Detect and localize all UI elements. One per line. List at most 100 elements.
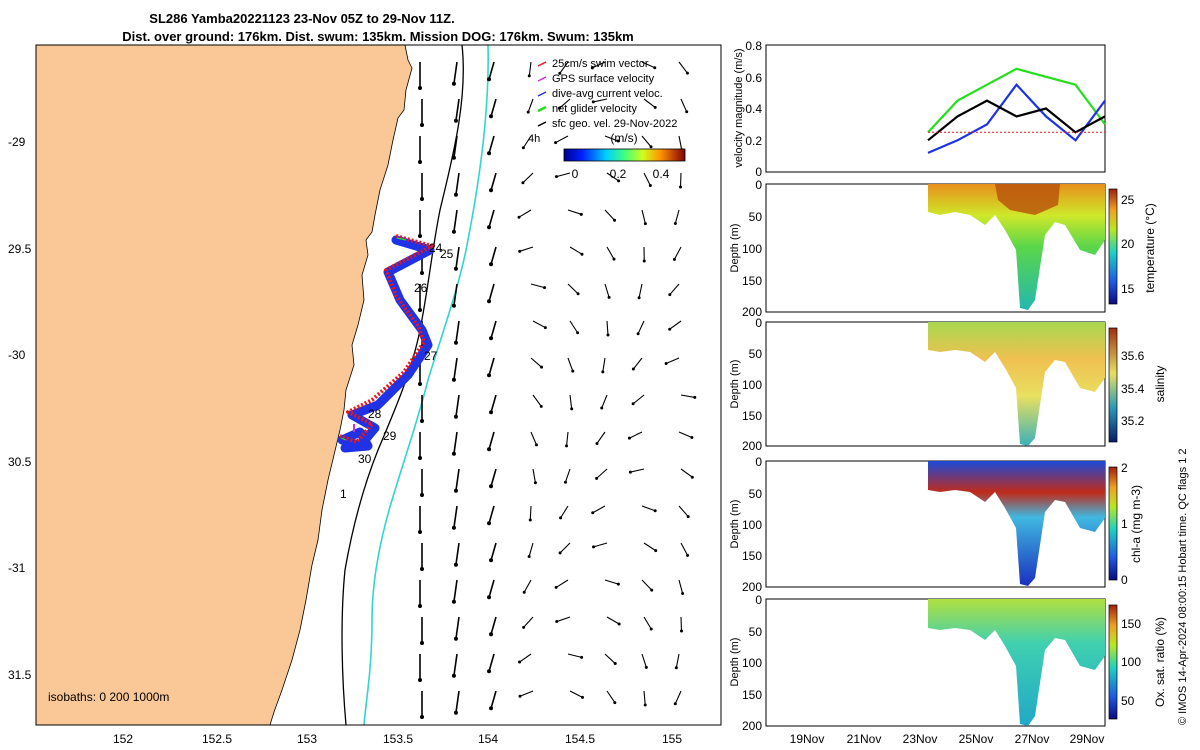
oxygen-panel: 0 50 100 150 200 Depth (m) 50 100 150 Ox… — [729, 593, 1167, 733]
current-vector — [532, 394, 542, 407]
sal-cbar-tick: 35.4 — [1121, 382, 1145, 396]
time-axis: 19Nov 21Nov 23Nov 25Nov 27Nov 29Nov — [790, 732, 1105, 746]
current-vector-head — [617, 179, 621, 183]
current-vector-head — [612, 257, 616, 261]
current-vector-head — [554, 175, 558, 179]
current-vector-head — [522, 590, 526, 594]
current-vector-head — [453, 636, 458, 641]
vel-ytick: 0.2 — [745, 134, 762, 148]
current-vector-head — [418, 234, 422, 238]
current-vector-head — [540, 365, 544, 369]
current-vector-head — [636, 332, 640, 336]
current-vector-head — [489, 632, 494, 637]
chl-cbar-tick: 1 — [1121, 517, 1128, 531]
current-vector — [637, 320, 645, 334]
current-vector-head — [518, 694, 522, 698]
current-vector — [556, 172, 571, 178]
current-vector — [678, 61, 688, 74]
current-vector — [453, 357, 458, 380]
current-vector-head — [418, 308, 422, 312]
current-vector-head — [451, 303, 456, 308]
current-vector-head — [555, 620, 559, 624]
current-vector — [488, 579, 495, 598]
lon-tick: 154 — [478, 732, 498, 746]
current-vector-head — [489, 558, 494, 563]
velocity-series — [927, 67, 1106, 154]
current-vector — [555, 135, 569, 144]
current-vector — [592, 61, 606, 69]
current-vector — [453, 209, 458, 232]
sal-ytick: 150 — [742, 409, 762, 423]
current-vector-head — [668, 327, 672, 331]
current-vector — [665, 357, 680, 364]
time-tick: 23Nov — [903, 732, 938, 746]
current-vector-head — [528, 518, 532, 522]
vel-ylabel: velocity magnitude (m/s) — [733, 48, 745, 167]
current-vector — [528, 61, 532, 76]
colorbar-tick: 0.4 — [653, 167, 670, 181]
temp-ylabel: Depth (m) — [729, 224, 741, 273]
current-vector — [593, 98, 608, 103]
current-vector-head — [591, 100, 595, 104]
current-vector — [453, 653, 458, 676]
current-vector-head — [418, 160, 422, 164]
title-line1: SL286 Yamba20221123 23-Nov 05Z to 29-Nov… — [149, 11, 454, 26]
lon-tick: 153 — [297, 732, 317, 746]
current-vector-head — [420, 271, 424, 275]
current-vector — [455, 690, 460, 713]
sal-ytick: 100 — [742, 378, 762, 392]
current-vector-head — [489, 114, 494, 119]
sal-ylabel: Depth (m) — [729, 360, 741, 409]
current-vector — [455, 98, 460, 121]
current-vector-head — [576, 331, 580, 335]
current-vector — [490, 320, 497, 339]
current-vector — [641, 653, 647, 668]
current-vector — [560, 505, 569, 519]
current-vector — [490, 98, 497, 117]
current-vector-head — [420, 493, 424, 497]
current-vector-head — [451, 599, 456, 604]
current-vector — [567, 209, 582, 215]
current-vector — [522, 172, 534, 184]
current-vector-head — [595, 476, 599, 480]
ox-cbar-tick: 50 — [1121, 694, 1135, 708]
current-vector — [453, 135, 458, 158]
current-vector-head — [579, 212, 583, 216]
current-vector — [680, 468, 693, 478]
current-vector-head — [668, 293, 672, 297]
current-vector-head — [580, 252, 584, 256]
current-vector — [490, 690, 497, 709]
legend-dive: dive-avg current veloc. — [552, 88, 663, 100]
current-vector-head — [487, 151, 492, 156]
current-vector-head — [606, 333, 610, 337]
current-vector-head — [613, 218, 617, 222]
current-vector-head — [653, 105, 657, 109]
temp-cbar-label: temperature (°C) — [1143, 203, 1157, 293]
chl-ytick: 100 — [742, 518, 762, 532]
current-vector — [678, 431, 693, 438]
lat-tick: -31 — [8, 561, 26, 575]
current-vector — [455, 542, 460, 565]
map-colorbar — [563, 148, 686, 162]
current-vector-head — [526, 110, 530, 114]
current-vector-head — [487, 447, 492, 452]
current-vector — [604, 209, 615, 221]
current-vector — [606, 172, 619, 182]
current-vector — [569, 690, 583, 698]
current-vector — [638, 283, 643, 298]
current-vector-head — [451, 525, 456, 530]
current-vector — [453, 61, 458, 84]
temperature-panel: 0 50 100 150 200 Depth (m) 15 20 25 temp… — [729, 178, 1157, 319]
current-vector — [606, 320, 609, 336]
ox-ytick: 50 — [749, 625, 763, 639]
day-label: 30 — [358, 452, 372, 466]
current-vector — [519, 653, 532, 663]
current-vector — [490, 394, 497, 413]
current-vector-head — [616, 582, 620, 586]
current-vector-head — [679, 629, 683, 633]
current-vector-head — [420, 715, 424, 719]
current-vector-head — [690, 435, 694, 439]
map-lon-ticks: 152 152.5 153 153.5 154 154.5 155 — [113, 732, 682, 746]
chla-panel: 0 50 100 150 200 Depth (m) 0 1 2 chl-a (… — [729, 455, 1143, 594]
